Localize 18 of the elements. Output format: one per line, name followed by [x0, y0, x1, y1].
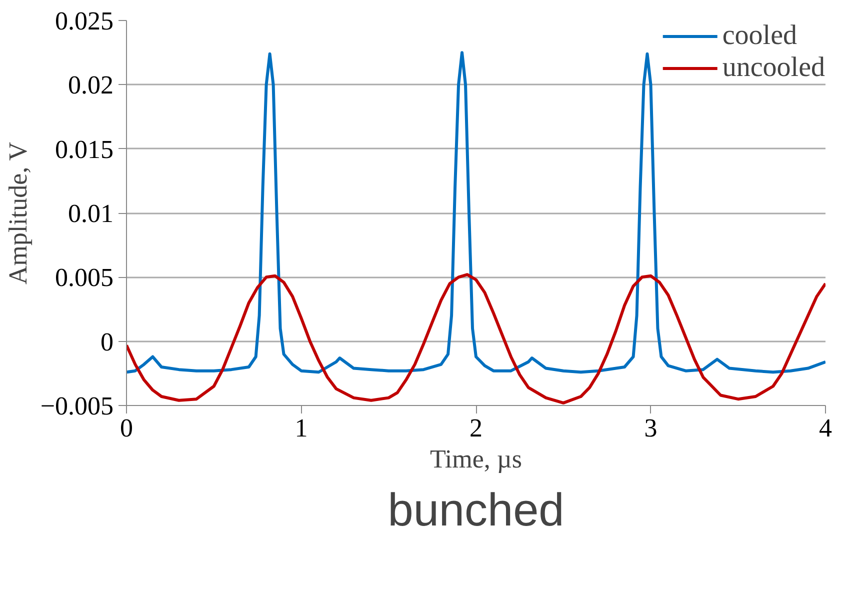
y-tick-label: −0.005 [40, 392, 114, 420]
y-tick-label: 0.015 [55, 134, 114, 164]
x-tick-label: 1 [294, 414, 308, 442]
x-axis-title: Time, µs [430, 444, 522, 474]
y-tick-label: 0 [100, 327, 114, 356]
x-tick-label: 0 [120, 414, 133, 442]
y-axis-title: Amplitude, V [3, 142, 32, 284]
y-tick-label: 0.02 [68, 70, 114, 100]
legend-label: cooled [722, 20, 797, 52]
text: bunched [388, 484, 564, 536]
line-series [126, 51, 826, 374]
x-tick-label: 2 [470, 414, 482, 442]
x-tick-label: 3 [644, 414, 658, 442]
legend-label: uncooled [722, 52, 825, 84]
y-tick-label: 0.005 [55, 263, 114, 292]
y-tick-label: 0.01 [68, 199, 114, 228]
x-tick-label: 4 [819, 414, 832, 442]
y-tick-label: 0.025 [55, 6, 114, 36]
